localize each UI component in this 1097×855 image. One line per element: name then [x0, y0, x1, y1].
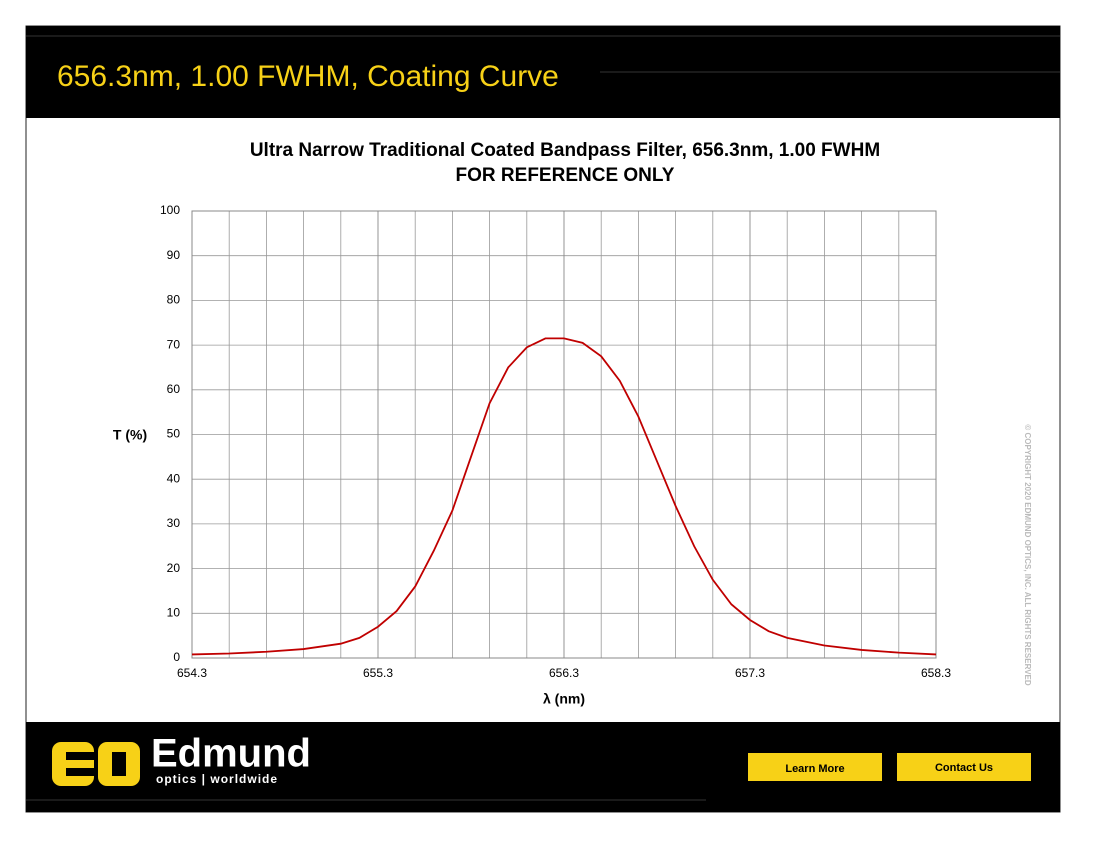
header-title: 656.3nm, 1.00 FWHM, Coating Curve: [57, 60, 559, 93]
x-tick-label: 658.3: [921, 666, 951, 680]
x-tick-label: 656.3: [549, 666, 579, 680]
y-tick-label: 60: [167, 382, 181, 396]
y-tick-label: 50: [167, 427, 181, 441]
y-tick-label: 0: [173, 650, 180, 664]
tagline: optics | worldwide: [156, 772, 278, 786]
x-tick-label: 655.3: [363, 666, 393, 680]
logo-cut: [66, 752, 94, 760]
x-axis-label: λ (nm): [543, 691, 585, 707]
chart-subtitle: FOR REFERENCE ONLY: [456, 165, 675, 186]
chart-title: Ultra Narrow Traditional Coated Bandpass…: [250, 140, 880, 161]
logo-cut: [66, 768, 94, 776]
logo: [52, 742, 140, 786]
y-tick-label: 80: [167, 293, 181, 307]
x-tick-label: 657.3: [735, 666, 765, 680]
footer-band: [26, 722, 1060, 812]
curve: [191, 337, 937, 656]
x-tick-label: 654.3: [177, 666, 207, 680]
plot-frame: [191, 210, 937, 659]
copyright: © COPYRIGHT 2020 EDMUND OPTICS, INC. ALL…: [1023, 424, 1032, 686]
y-tick-label: 100: [160, 203, 180, 217]
y-tick-label: 20: [167, 561, 181, 575]
y-tick-label: 40: [167, 471, 181, 485]
button[interactable]: Contact Us: [897, 753, 1031, 781]
brand: Edmund: [151, 732, 311, 776]
button-label[interactable]: Learn More: [785, 763, 844, 775]
y-tick-label: 10: [167, 605, 181, 619]
y-tick-label: 90: [167, 248, 181, 262]
logo-cut: [112, 752, 126, 776]
button-label[interactable]: Contact Us: [935, 762, 993, 774]
button-bg[interactable]: [897, 753, 1031, 781]
button[interactable]: Learn More: [748, 753, 882, 781]
frame: [25, 25, 1061, 813]
y-tick-label: 30: [167, 516, 181, 530]
y-tick-label: 70: [167, 337, 181, 351]
logo-e: [52, 742, 94, 786]
button-bg[interactable]: [748, 753, 882, 781]
y-axis-label: T (%): [113, 427, 147, 443]
